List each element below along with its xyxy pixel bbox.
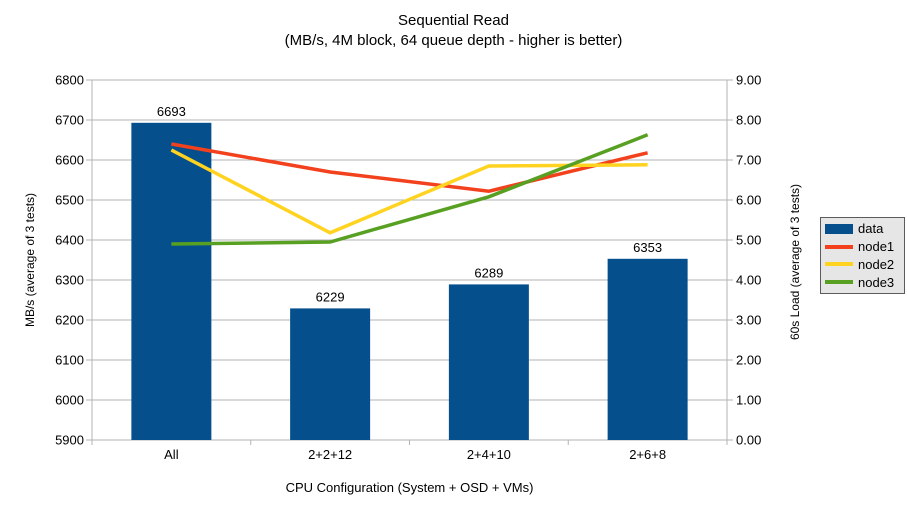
left-axis-tick-label: 6400 [55, 233, 84, 248]
right-axis-tick-label: 8.00 [736, 113, 761, 128]
right-axis-tick-label: 3.00 [736, 313, 761, 328]
right-axis-tick-label: 1.00 [736, 393, 761, 408]
bar-2+2+12 [290, 308, 371, 440]
legend-swatch-node2 [825, 262, 853, 267]
legend-label-node3: node3 [858, 274, 895, 290]
y-axis-title-left: MB/s (average of 3 tests) [23, 192, 37, 328]
right-axis-tick-label: 6.00 [736, 193, 761, 208]
y-axis-title-right: 60s Load (average of 3 tests) [788, 183, 802, 341]
chart-title-line1: Sequential Read [398, 12, 509, 29]
legend: data node1 node2 node3 [820, 217, 905, 294]
legend-item-node3: node3 [825, 273, 900, 291]
left-axis-tick-label: 6600 [55, 153, 84, 168]
bar-value-label: 6289 [474, 265, 503, 280]
legend-label-node1: node1 [858, 239, 895, 255]
chart-title-line2: (MB/s, 4M block, 64 queue depth - higher… [284, 32, 623, 49]
series-line-node3 [171, 133, 649, 246]
series-line-node1 [171, 142, 649, 193]
chart-title: Sequential Read (MB/s, 4M block, 64 queu… [0, 11, 907, 51]
legend-item-node2: node2 [825, 256, 900, 274]
left-axis-tick-label: 6500 [55, 193, 84, 208]
legend-label-node2: node2 [858, 256, 895, 272]
left-axis-tick-label: 6000 [55, 393, 84, 408]
right-axis-tick-label: 5.00 [736, 233, 761, 248]
bar-value-label: 6693 [157, 104, 186, 119]
legend-swatch-node3 [825, 280, 853, 285]
legend-swatch-data [825, 223, 853, 234]
right-axis-tick-label: 9.00 [736, 73, 761, 88]
right-axis-tick-label: 2.00 [736, 353, 761, 368]
bar-All [131, 122, 212, 441]
x-category-label: 2+4+10 [467, 447, 511, 462]
x-category-label: 2+2+12 [308, 447, 352, 462]
right-axis-tick-label: 4.00 [736, 273, 761, 288]
left-axis-tick-label: 6800 [55, 73, 84, 88]
x-category-label: All [164, 447, 179, 462]
bar-2+4+10 [448, 284, 529, 440]
legend-item-node1: node1 [825, 238, 900, 256]
left-axis-tick-label: 5900 [55, 433, 84, 448]
legend-label-data: data [858, 221, 884, 237]
bar-value-label: 6353 [633, 240, 662, 255]
legend-item-data: data [825, 220, 900, 238]
left-axis-tick-label: 6200 [55, 313, 84, 328]
legend-swatch-node1 [825, 244, 853, 249]
x-axis-title: CPU Configuration (System + OSD + VMs) [285, 480, 534, 495]
bar-2+6+8 [607, 258, 688, 440]
right-axis-tick-label: 0.00 [736, 433, 761, 448]
right-axis-tick-label: 7.00 [736, 153, 761, 168]
x-category-label: 2+6+8 [629, 447, 666, 462]
left-axis-tick-label: 6700 [55, 113, 84, 128]
bar-value-label: 6229 [316, 289, 345, 304]
left-axis-tick-label: 6300 [55, 273, 84, 288]
left-axis-tick-label: 6100 [55, 353, 84, 368]
